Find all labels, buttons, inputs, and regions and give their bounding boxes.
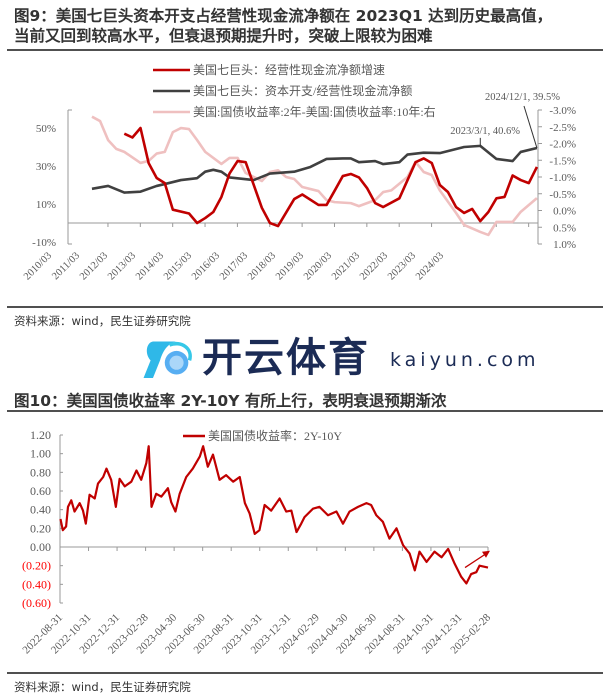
kaiyun-logo-icon <box>143 341 192 379</box>
figure9-title: 图9：美国七巨头资本开支占经营性现金流净额在 2023Q1 达到历史最高值， 当… <box>14 6 552 46</box>
trend-arrow <box>464 553 487 569</box>
figure9-title-line1: 图9：美国七巨头资本开支占经营性现金流净额在 2023Q1 达到历史最高值， <box>14 7 553 25</box>
annotation-leader <box>523 105 538 149</box>
right-tick-label: 1.0% <box>553 239 576 251</box>
trend-arrow-head-icon <box>482 550 490 558</box>
right-tick-label: -1.0% <box>549 172 576 184</box>
left-tick-label: 50% <box>36 123 56 135</box>
annotation-2023q1: 2023/3/1, 40.6% <box>450 126 520 137</box>
left-tick-label: -10% <box>32 237 56 249</box>
right-tick-label: -1.5% <box>549 155 576 167</box>
right-tick-label: -2.5% <box>549 122 576 134</box>
right-tick-label: -0.5% <box>549 189 576 201</box>
left-tick-label: 30% <box>36 161 56 173</box>
figure9-source: 资料来源：wind，民生证券研究院 <box>14 314 191 328</box>
y-tick-label: (0.60) <box>22 596 51 610</box>
figure9-bottom-rule <box>7 306 603 308</box>
legend-label-0: 美国七巨头：经营性现金流净额增速 <box>193 62 385 77</box>
legend-label: 美国国债收益率：2Y-10Y <box>208 428 342 443</box>
figure10-title-rule <box>7 410 603 412</box>
y-tick-label: (0.40) <box>22 577 51 591</box>
y-tick-label: 0.00 <box>30 540 51 554</box>
right-tick-label: -2.0% <box>549 139 576 151</box>
right-tick-label: 0.5% <box>553 222 576 234</box>
watermark-cn-text: 开云体育 <box>202 335 370 381</box>
right-tick-label: 0.0% <box>553 206 576 218</box>
series-line-1 <box>91 144 538 194</box>
y-tick-label: 1.20 <box>30 428 51 442</box>
figure10-bottom-rule <box>7 672 603 674</box>
series-line-yield-spread <box>59 445 489 585</box>
y-tick-label: 0.60 <box>30 484 51 498</box>
chart1: 50% 30% 10% -10% -3.0% -2.5% -2.0% -1.5% -1.0% -0… <box>22 62 576 282</box>
figure9-title-line2: 当前又回到较高水平，但衰退预期提升时，突破上限较为困难 <box>14 27 433 45</box>
figure10-source: 资料来源：wind，民生证券研究院 <box>14 680 191 694</box>
legend-label-1: 美国七巨头：资本开支/经营性现金流净额 <box>193 83 412 98</box>
y-tick-label: 0.40 <box>30 503 51 517</box>
kaiyun-watermark-logo: 开云体育 kaiyun.com <box>140 334 600 384</box>
figure9-title-rule <box>7 49 603 51</box>
y-tick-label: 1.00 <box>30 447 51 461</box>
y-tick-label: (0.20) <box>22 559 51 573</box>
series-line-0 <box>123 126 539 228</box>
y-tick-label: 0.20 <box>30 521 51 535</box>
right-tick-label: -3.0% <box>549 105 576 117</box>
series-line-2 <box>91 115 538 237</box>
annotation-2024q4: 2024/12/1, 39.5% <box>485 92 560 103</box>
left-tick-label: 10% <box>36 199 56 211</box>
figure10-title: 图10：美国国债收益率 2Y-10Y 有所上行，表明衰退预期渐浓 <box>14 392 447 410</box>
watermark-en-text: kaiyun.com <box>390 349 540 371</box>
legend-label-2: 美国:国债收益率:2年-美国:国债收益率:10年:右 <box>193 104 436 119</box>
y-tick-label: 0.80 <box>30 465 51 479</box>
